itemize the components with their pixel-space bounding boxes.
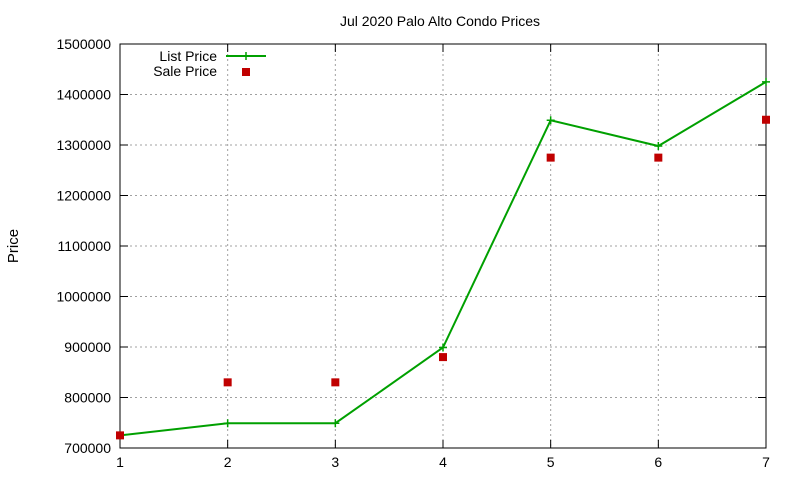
sale-price-point: [116, 431, 124, 440]
list-price-point: [223, 419, 232, 428]
y-tick-label: 900000: [64, 339, 111, 355]
sale-price-point: [223, 378, 232, 387]
x-tick-label: 1: [116, 454, 124, 470]
y-tick-label: 1400000: [56, 87, 111, 103]
legend: List Price Sale Price: [153, 48, 266, 79]
x-tick-label: 3: [331, 454, 339, 470]
y-tick-label: 1300000: [56, 137, 111, 153]
x-tick-label: 7: [762, 454, 770, 470]
y-tick-label: 1500000: [56, 36, 111, 52]
grid-lines: [120, 44, 766, 448]
list-price-point: [546, 116, 555, 125]
x-tick-label: 2: [224, 454, 232, 470]
x-tick-label: 6: [654, 454, 662, 470]
y-tick-labels: 700000 800000 900000 1000000 1100000 1200000 1…: [56, 36, 111, 456]
y-axis-label: Price: [5, 229, 22, 263]
sale-price-point: [654, 153, 663, 162]
sale-price-point: [331, 378, 340, 387]
legend-swatch-list-price: [226, 52, 266, 60]
list-price-point: [331, 419, 340, 428]
y-tick-label: 800000: [64, 390, 111, 406]
list-price-point: [654, 142, 663, 151]
list-price-point: [439, 343, 447, 352]
legend-label-sale-price: Sale Price: [153, 63, 217, 79]
x-tick-label: 5: [547, 454, 555, 470]
legend-label-list-price: List Price: [159, 48, 217, 64]
sale-price-point: [439, 353, 447, 362]
series-1: [116, 115, 770, 440]
y-tick-label: 1000000: [56, 289, 111, 305]
x-tick-labels: 1 2 3 4 5 6 7: [116, 454, 770, 470]
sale-price-point: [762, 115, 770, 124]
y-tick-label: 700000: [64, 440, 111, 456]
legend-square-marker: [242, 68, 250, 76]
axis-ticks: [119, 43, 767, 449]
legend-plus-marker: [242, 52, 250, 60]
sale-price-point: [546, 153, 555, 162]
chart-title: Jul 2020 Palo Alto Condo Prices: [340, 13, 540, 29]
x-tick-label: 4: [439, 454, 447, 470]
y-tick-label: 1200000: [56, 188, 111, 204]
y-tick-label: 1100000: [58, 238, 112, 254]
series-group: [116, 77, 770, 440]
list-price-point: [762, 77, 770, 86]
legend-swatch-sale-price: [242, 68, 250, 76]
